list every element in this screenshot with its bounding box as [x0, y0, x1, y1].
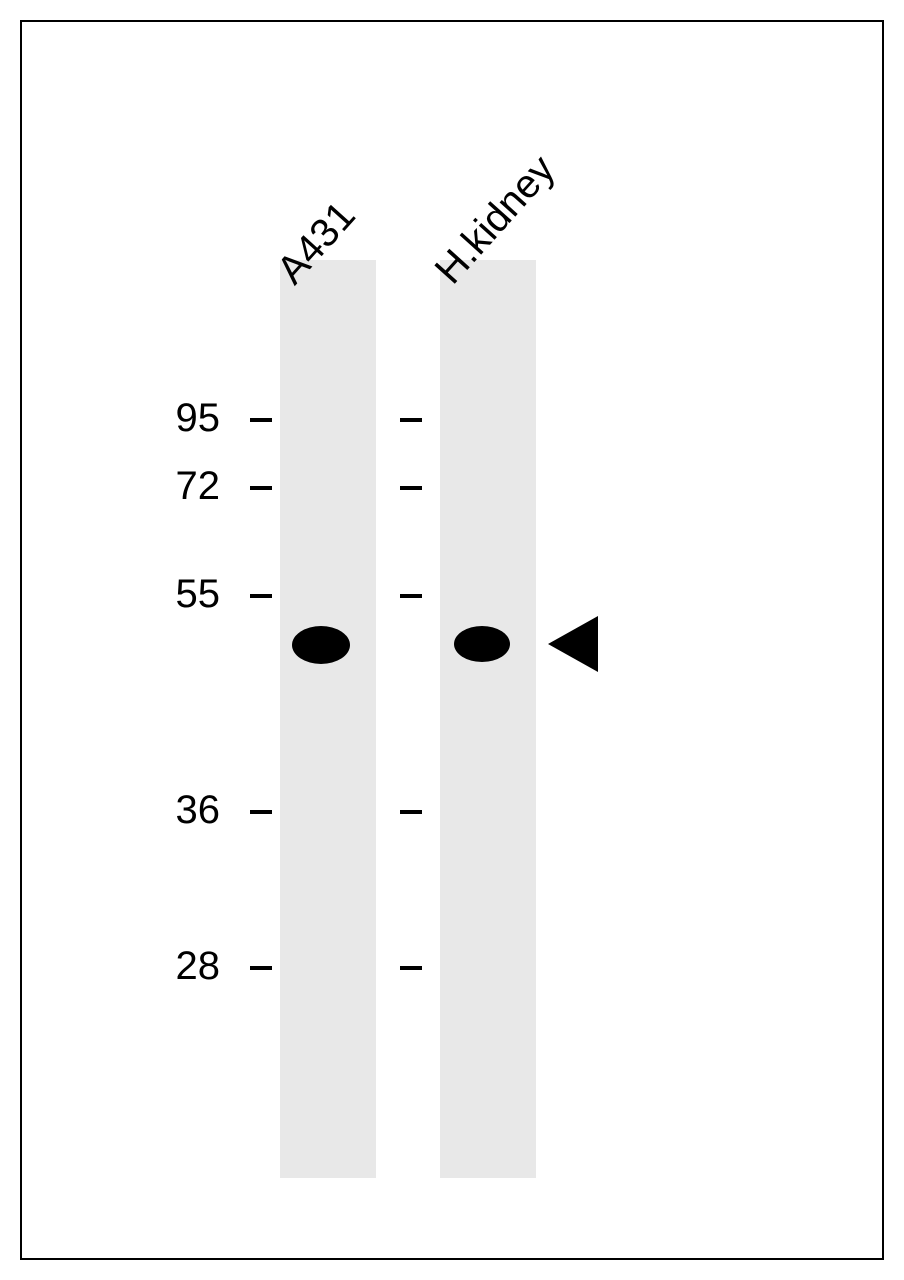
mw-tick-mid-28	[400, 966, 422, 970]
mw-label-95: 95	[150, 396, 220, 441]
mw-tick-left-55	[250, 594, 272, 598]
mw-tick-mid-36	[400, 810, 422, 814]
mw-label-55: 55	[150, 572, 220, 617]
mw-tick-left-95	[250, 418, 272, 422]
mw-label-28: 28	[150, 944, 220, 989]
mw-label-72: 72	[150, 464, 220, 509]
band-lane2	[454, 626, 510, 662]
mw-tick-left-36	[250, 810, 272, 814]
mw-tick-mid-95	[400, 418, 422, 422]
mw-tick-mid-72	[400, 486, 422, 490]
band-indicator-arrow-icon	[548, 616, 598, 672]
mw-tick-mid-55	[400, 594, 422, 598]
lane-hkidney	[440, 260, 536, 1178]
band-lane1	[292, 626, 350, 664]
mw-tick-left-28	[250, 966, 272, 970]
mw-label-36: 36	[150, 788, 220, 833]
mw-tick-left-72	[250, 486, 272, 490]
lane-a431	[280, 260, 376, 1178]
